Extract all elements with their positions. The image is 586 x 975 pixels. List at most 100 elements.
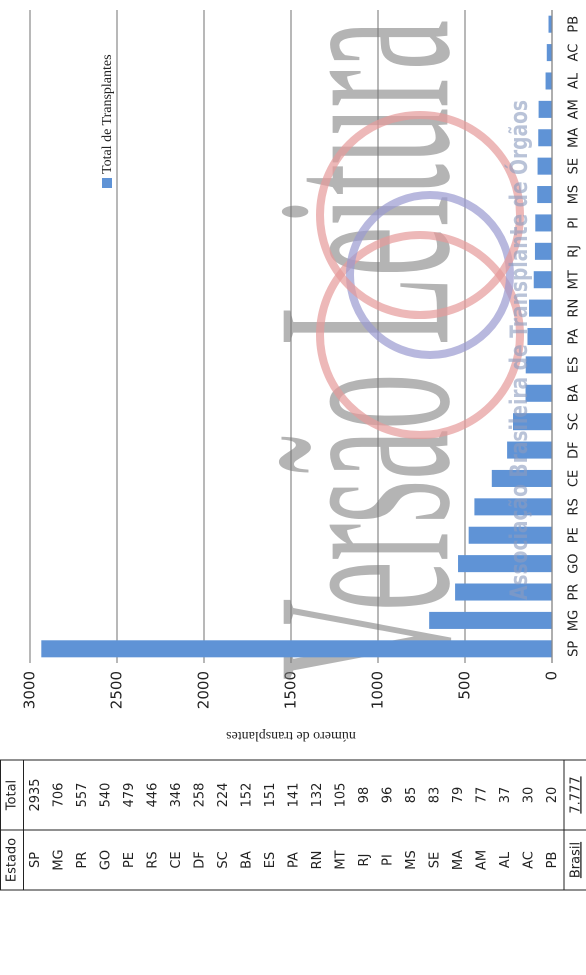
watermark-organization: Associação Brasileira de Transplante de … [503, 100, 533, 600]
table-cell: AM [474, 850, 489, 870]
bar [525, 384, 553, 402]
table-cell: PA [286, 852, 301, 868]
table-border [0, 759, 586, 891]
y-axis-title: número de transplantes [226, 728, 356, 743]
y-tick-label: 2500 [108, 671, 126, 709]
table-cell: 30 [521, 787, 536, 804]
table-cell: CE [169, 851, 184, 868]
x-tick-label: CE [567, 470, 582, 487]
y-tick-label: 3000 [21, 671, 39, 709]
x-tick-label: ES [567, 357, 582, 373]
watermark-logo [316, 231, 524, 439]
table-cell: MS [404, 850, 419, 869]
table-cell: RJ [357, 854, 372, 867]
table-cell: RS [145, 851, 160, 868]
bar [429, 611, 553, 629]
x-tick-label: RN [567, 299, 582, 318]
bar [513, 413, 552, 431]
watermark-logo [316, 111, 524, 319]
table-cell: 446 [145, 783, 160, 808]
x-tick-label: RS [567, 498, 582, 515]
y-tick-label: 500 [456, 671, 474, 700]
table-cell: 152 [239, 783, 254, 808]
x-tick-label: MA [567, 128, 582, 148]
table-cell: MA [451, 850, 466, 870]
table-cell: 706 [51, 783, 66, 808]
x-tick-label: MG [567, 610, 582, 631]
table-cell: 79 [451, 787, 466, 804]
x-tick-label: AL [567, 72, 582, 89]
table-cell: 105 [333, 783, 348, 808]
table-cell: PE [122, 852, 137, 868]
y-tick-label: 1000 [369, 671, 387, 709]
bar [458, 555, 553, 573]
x-tick-label: DF [567, 441, 582, 459]
y-tick-label: 1500 [282, 671, 300, 709]
bar [533, 271, 552, 289]
bar [534, 242, 552, 260]
table-cell: SP [28, 852, 43, 868]
table-footer: Brasil [568, 842, 583, 878]
bar [468, 526, 552, 544]
bar [538, 129, 553, 147]
bar [529, 299, 552, 317]
x-tick-label: GO [567, 553, 582, 573]
x-tick-label: AC [567, 44, 582, 62]
table-cell: SE [427, 852, 442, 868]
x-tick-label: SC [567, 413, 582, 430]
table-cell: RN [310, 851, 325, 870]
bar [41, 640, 553, 658]
x-tick-label: PE [567, 527, 582, 543]
table-cell: AL [498, 851, 513, 868]
bar [474, 498, 552, 516]
table-cell: MG [51, 849, 66, 870]
x-tick-label: SP [567, 641, 582, 657]
bar [537, 186, 553, 204]
table-cell: 96 [380, 787, 395, 804]
table-cell: AC [521, 851, 536, 869]
bar [525, 356, 553, 374]
table-cell: DF [192, 851, 207, 869]
table-cell: 540 [98, 783, 113, 808]
x-tick-label: MS [567, 185, 582, 204]
table-cell: 141 [286, 783, 301, 808]
x-tick-label: BA [567, 384, 582, 402]
bar [548, 15, 553, 33]
legend-swatch [102, 178, 112, 188]
x-tick-label: PA [567, 328, 582, 344]
table-cell: 132 [310, 783, 325, 808]
table-header: Estado [4, 838, 19, 882]
table-cell: 224 [216, 783, 231, 808]
x-tick-label: AM [567, 99, 582, 119]
x-tick-label: PB [567, 16, 582, 33]
bar [527, 327, 553, 346]
table-cell: 98 [357, 787, 372, 804]
table-cell: 83 [427, 787, 442, 804]
bar [455, 583, 552, 601]
table-header: Total [4, 780, 19, 811]
table-cell: 479 [122, 783, 137, 808]
table-cell: MT [333, 850, 348, 869]
x-tick-label: PR [567, 584, 582, 601]
table-cell: PI [380, 854, 395, 866]
bar [491, 469, 552, 487]
table-cell: 346 [169, 783, 184, 808]
table-cell: BA [239, 851, 254, 869]
table-cell: 77 [474, 787, 489, 804]
table-cell: 85 [404, 787, 419, 804]
table-cell: 20 [545, 787, 560, 804]
legend-label: Total de Transplantes [100, 54, 115, 174]
table-footer: 7.777 [568, 776, 583, 813]
table-cell: 557 [75, 783, 90, 808]
x-tick-label: MT [567, 270, 582, 289]
watermark-logo [346, 191, 514, 359]
table-cell: SC [216, 851, 231, 868]
bar [537, 157, 552, 175]
bar [507, 441, 552, 459]
table-cell: 37 [498, 787, 513, 804]
x-tick-label: RJ [567, 245, 582, 258]
table-cell: GO [98, 850, 113, 870]
